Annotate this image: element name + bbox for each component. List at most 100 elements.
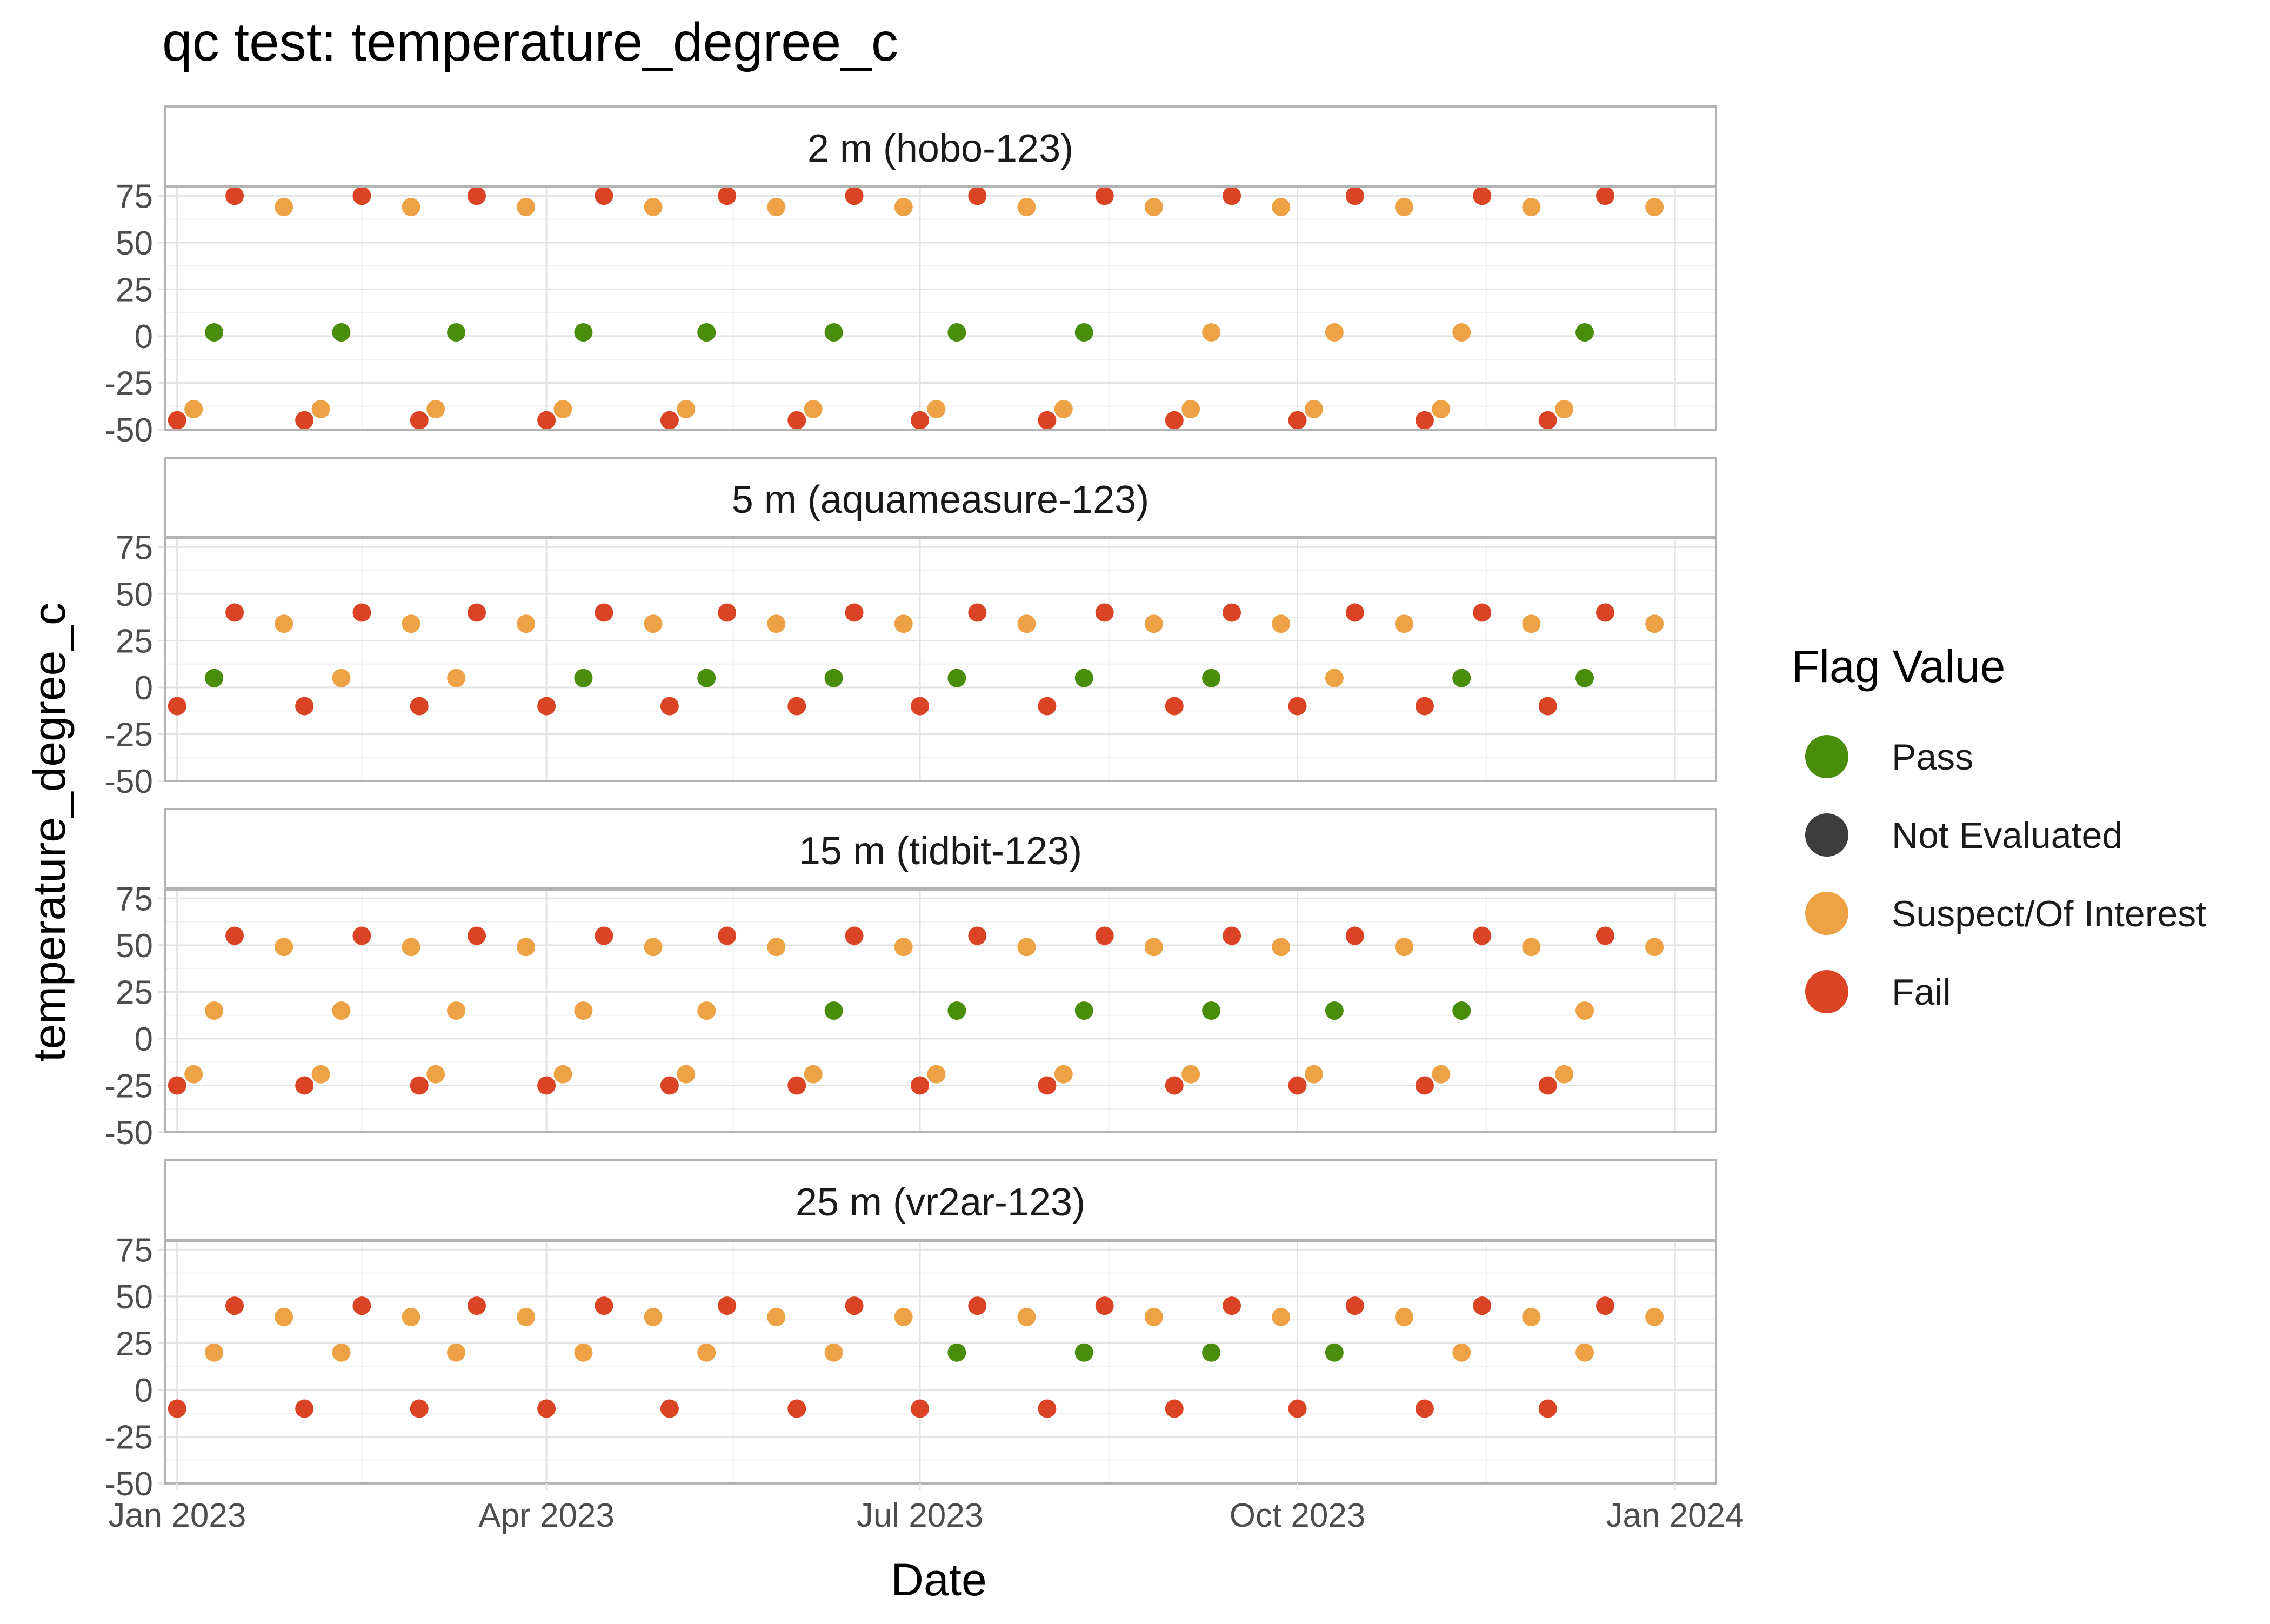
point-fail <box>718 1296 737 1315</box>
point-suspect-of-interest <box>402 938 420 957</box>
point-suspect-of-interest <box>1017 1307 1036 1326</box>
point-fail <box>295 411 314 430</box>
point-fail <box>537 1076 556 1095</box>
point-fail <box>468 1296 486 1315</box>
point-fail <box>1538 697 1557 716</box>
point-pass <box>332 323 351 342</box>
point-fail <box>1223 186 1241 205</box>
point-fail <box>1095 926 1114 945</box>
point-suspect-of-interest <box>1304 399 1323 418</box>
point-fail <box>1288 1076 1307 1095</box>
point-fail <box>1345 186 1364 205</box>
point-fail <box>225 1296 244 1315</box>
point-suspect-of-interest <box>447 1343 466 1362</box>
point-suspect-of-interest <box>553 399 572 418</box>
point-fail <box>168 411 186 430</box>
point-suspect-of-interest <box>1645 1307 1664 1326</box>
point-suspect-of-interest <box>1272 1307 1291 1326</box>
point-fail <box>1596 926 1614 945</box>
point-suspect-of-interest <box>767 938 786 957</box>
point-suspect-of-interest <box>1452 323 1471 342</box>
legend-key-not-evaluated <box>1805 813 1848 857</box>
point-pass <box>1452 1001 1471 1020</box>
point-suspect-of-interest <box>1144 1307 1163 1326</box>
point-fail <box>1345 926 1364 945</box>
x-tick-label: Jan 2023 <box>108 1497 246 1534</box>
point-suspect-of-interest <box>426 1065 445 1084</box>
point-fail <box>410 1076 429 1095</box>
point-suspect-of-interest <box>1017 198 1036 217</box>
point-suspect-of-interest <box>517 938 536 957</box>
point-suspect-of-interest <box>1522 1307 1541 1326</box>
point-pass <box>1074 1343 1093 1362</box>
point-pass <box>1325 1001 1344 1020</box>
point-pass <box>574 323 593 342</box>
point-fail <box>352 926 371 945</box>
point-fail <box>1223 1296 1241 1315</box>
point-fail <box>1415 1399 1434 1418</box>
strip-background <box>164 1159 1717 1241</box>
point-suspect-of-interest <box>894 198 913 217</box>
point-suspect-of-interest <box>1522 198 1541 217</box>
point-suspect-of-interest <box>1181 1065 1200 1084</box>
y-tick-label: -25 <box>104 1067 153 1105</box>
point-fail <box>1165 1076 1184 1095</box>
legend-label: Fail <box>1892 972 1951 1013</box>
point-suspect-of-interest <box>332 1343 351 1362</box>
point-fail <box>968 186 987 205</box>
point-pass <box>1202 669 1221 687</box>
point-suspect-of-interest <box>402 614 420 633</box>
strip-label: 15 m (tidbit-123) <box>799 830 1082 873</box>
point-fail <box>352 603 371 622</box>
point-fail <box>168 1399 186 1418</box>
x-tick-label: Jan 2024 <box>1606 1497 1744 1534</box>
point-fail <box>595 186 613 205</box>
point-suspect-of-interest <box>1054 1065 1073 1084</box>
point-suspect-of-interest <box>1575 1343 1594 1362</box>
point-fail <box>911 1076 930 1095</box>
point-suspect-of-interest <box>1394 938 1413 957</box>
point-fail <box>660 411 679 430</box>
point-fail <box>787 1399 806 1418</box>
y-axis-label: temperature_degree_c <box>24 603 75 1062</box>
point-fail <box>1538 411 1557 430</box>
legend-key-suspect-of-interest <box>1805 892 1848 935</box>
legend-key-fail <box>1805 970 1848 1013</box>
y-tick-label: -25 <box>104 1419 153 1456</box>
point-suspect-of-interest <box>697 1001 716 1020</box>
legend-label: Not Evaluated <box>1892 815 2122 856</box>
x-tick-label: Jul 2023 <box>857 1497 983 1534</box>
point-suspect-of-interest <box>1645 198 1664 217</box>
point-suspect-of-interest <box>644 938 663 957</box>
point-fail <box>660 697 679 716</box>
point-suspect-of-interest <box>426 399 445 418</box>
point-fail <box>1596 1296 1614 1315</box>
y-tick-label: 0 <box>135 318 153 356</box>
point-suspect-of-interest <box>927 399 946 418</box>
point-suspect-of-interest <box>677 399 696 418</box>
y-tick-label: -50 <box>104 763 153 800</box>
y-tick-label: 75 <box>116 1232 153 1269</box>
point-pass <box>1074 669 1093 687</box>
point-suspect-of-interest <box>1432 1065 1451 1084</box>
point-fail <box>295 1399 314 1418</box>
point-fail <box>595 926 613 945</box>
y-tick-label: 25 <box>116 271 153 309</box>
y-tick-label: 25 <box>116 974 153 1011</box>
point-pass <box>947 1001 966 1020</box>
x-axis-label: Date <box>891 1554 986 1605</box>
point-suspect-of-interest <box>927 1065 946 1084</box>
point-fail <box>787 1076 806 1095</box>
point-fail <box>718 603 737 622</box>
strip-label: 25 m (vr2ar-123) <box>796 1181 1085 1224</box>
point-suspect-of-interest <box>1017 938 1036 957</box>
point-suspect-of-interest <box>574 1001 593 1020</box>
point-pass <box>574 669 593 687</box>
point-suspect-of-interest <box>894 938 913 957</box>
point-fail <box>225 926 244 945</box>
point-fail <box>787 697 806 716</box>
point-suspect-of-interest <box>1202 323 1221 342</box>
point-suspect-of-interest <box>1555 399 1574 418</box>
legend-entries: Pass Not Evaluated Suspect/Of Interest Fail <box>1805 735 2206 1013</box>
